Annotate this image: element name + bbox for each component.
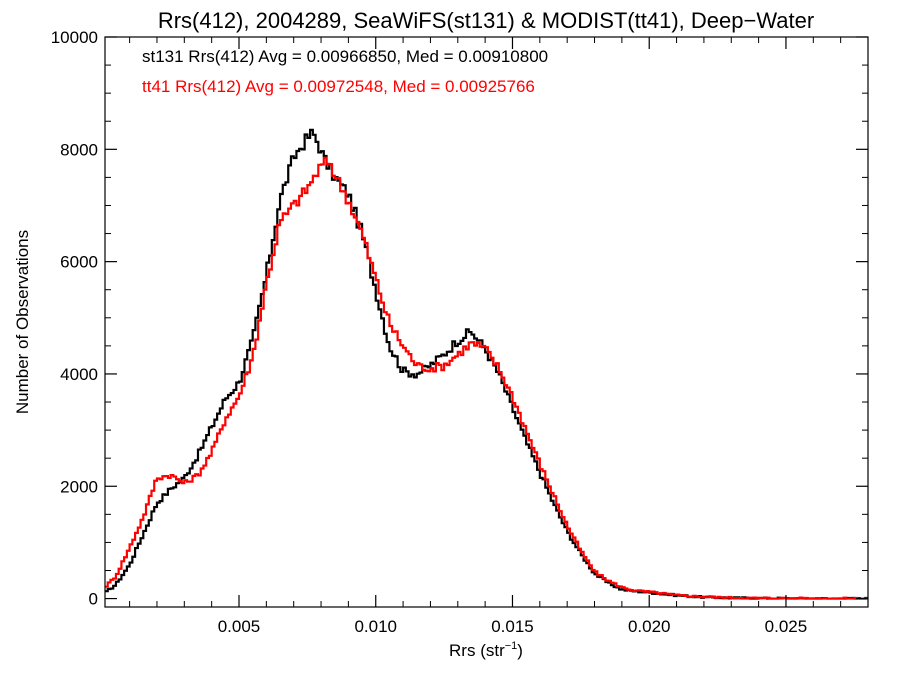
series-line-0 — [105, 128, 868, 600]
series-layer — [105, 128, 868, 600]
x-tick-label: 0.010 — [354, 617, 397, 636]
plot-frame — [104, 36, 869, 608]
annotation-tt41: tt41 Rrs(412) Avg = 0.00972548, Med = 0.… — [142, 77, 535, 96]
y-tick-label: 8000 — [60, 140, 98, 159]
series-line-1 — [105, 156, 868, 600]
y-tick-label: 2000 — [60, 477, 98, 496]
y-tick-label: 10000 — [51, 28, 98, 47]
y-tick-label: 0 — [89, 590, 98, 609]
chart-title: Rrs(412), 2004289, SeaWiFS(st131) & MODI… — [158, 8, 814, 33]
y-tick-label: 4000 — [60, 365, 98, 384]
y-tick-label: 6000 — [60, 253, 98, 272]
x-axis-label-text: Rrs (str — [449, 641, 505, 660]
x-axis-label-superscript: −1 — [505, 640, 518, 652]
x-axis-label-close: ) — [517, 641, 523, 660]
x-tick-label: 0.025 — [765, 617, 808, 636]
y-axis-label: Number of Observations — [13, 230, 32, 414]
axis-ticks: 0.005 0.010 0.015 0.020 0.025 0 2000 4000 6000 80… — [51, 28, 868, 636]
x-axis-label: Rrs (str−1) — [449, 640, 523, 660]
x-tick-label: 0.015 — [491, 617, 534, 636]
x-tick-label: 0.005 — [218, 617, 261, 636]
annotation-st131: st131 Rrs(412) Avg = 0.00966850, Med = 0… — [142, 47, 548, 66]
x-tick-label: 0.020 — [628, 617, 671, 636]
